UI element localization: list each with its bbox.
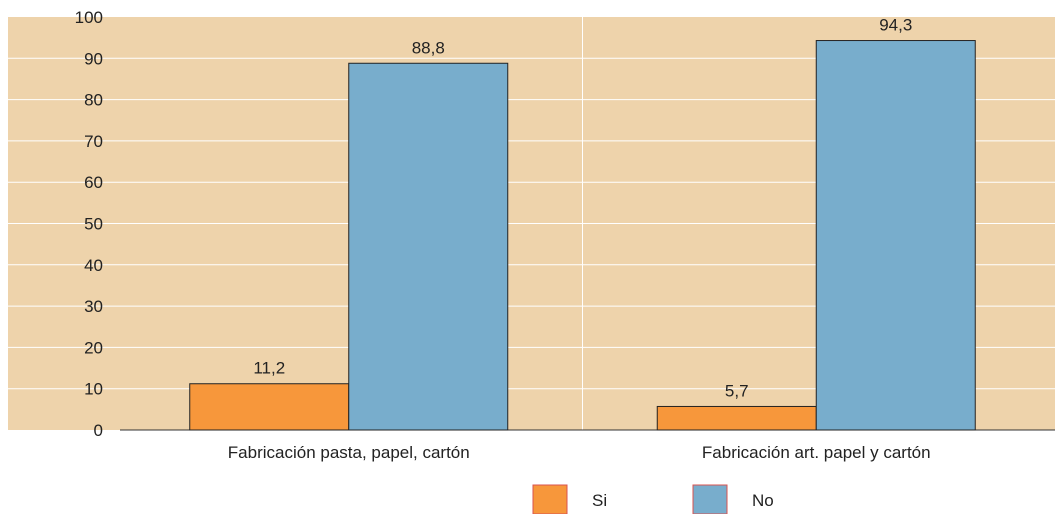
data-label: 94,3 <box>879 16 912 35</box>
bar <box>348 62 509 431</box>
data-label: 11,2 <box>253 359 285 378</box>
data-label: 88,8 <box>412 38 445 57</box>
legend-swatch <box>692 484 728 515</box>
y-tick-label: 100 <box>75 8 103 27</box>
bar <box>189 383 350 431</box>
y-tick-label: 20 <box>84 338 103 357</box>
x-tick-label: Fabricación art. papel y cartón <box>702 443 931 462</box>
y-tick-label: 0 <box>94 421 103 440</box>
bar <box>815 40 976 431</box>
data-label: 5,7 <box>725 381 749 400</box>
legend-label: No <box>752 491 774 510</box>
y-tick-label: 30 <box>84 297 103 316</box>
x-tick-label: Fabricación pasta, papel, cartón <box>228 443 470 462</box>
y-tick-label: 50 <box>84 215 103 234</box>
y-tick-label: 10 <box>84 380 103 399</box>
legend-label: Si <box>592 491 607 510</box>
y-tick-label: 40 <box>84 256 103 275</box>
y-tick-label: 90 <box>84 49 103 68</box>
y-tick-label: 70 <box>84 132 103 151</box>
bar <box>656 405 817 431</box>
y-tick-label: 80 <box>84 91 103 110</box>
legend-swatch <box>532 484 568 515</box>
y-tick-label: 60 <box>84 173 103 192</box>
